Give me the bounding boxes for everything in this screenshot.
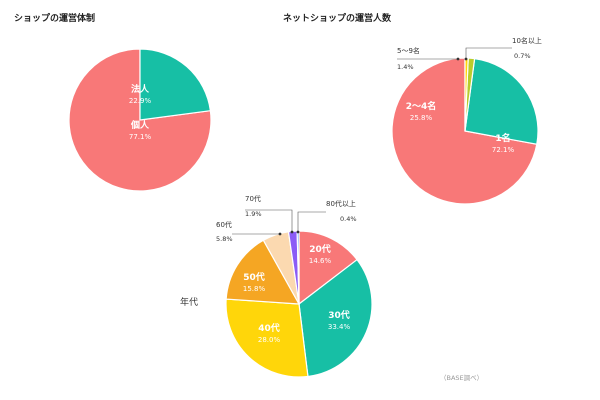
slice-label: 5〜9名 [397, 46, 420, 55]
slice-label: 個人 [130, 119, 150, 131]
slice-label: 1名 [495, 132, 510, 144]
slice-value-label: 15.8% [243, 285, 266, 293]
slice-value-label: 5.8% [216, 235, 233, 243]
pie-slice [298, 230, 358, 306]
leader-dot [464, 57, 468, 61]
slice-label: 40代 [258, 322, 280, 334]
slice-value-label: 25.8% [410, 114, 433, 122]
pie-slice [464, 57, 539, 145]
slice-value-label: 0.4% [340, 215, 357, 223]
slice-value-label: 22.9% [129, 97, 152, 105]
slice-label: 20代 [309, 243, 331, 255]
slice-label: 2〜4名 [406, 100, 437, 112]
slice-label: 10名以上 [512, 36, 542, 45]
slice-label: 60代 [216, 220, 232, 229]
chart-title-staff: ネットショップの運営人数 [283, 14, 392, 24]
slice-value-label: 0.7% [514, 52, 531, 60]
slice-value-label: 1.4% [397, 63, 414, 71]
pie-slice [298, 258, 373, 378]
source-note: （BASE調べ） [440, 374, 484, 382]
slice-value-label: 14.6% [309, 257, 332, 265]
leader-line [465, 47, 512, 59]
chart-title-operation: ショップの運営体制 [14, 14, 96, 24]
pie-slice [139, 48, 212, 121]
slice-value-label: 1.9% [245, 210, 262, 218]
slice-label: 70代 [245, 194, 261, 203]
leader-dot [290, 230, 294, 234]
leader-dot [296, 230, 300, 234]
slice-value-label: 33.4% [328, 323, 351, 331]
chart-title-age: 年代 [180, 298, 199, 308]
slice-label: 80代以上 [326, 199, 356, 208]
slice-label: 50代 [243, 271, 265, 283]
leader-line [297, 211, 326, 232]
slice-label: 30代 [328, 309, 350, 321]
leader-line [245, 209, 293, 232]
leader-dot [278, 232, 282, 236]
slice-value-label: 77.1% [129, 133, 152, 141]
leader-dot [456, 57, 460, 61]
slice-value-label: 28.0% [258, 336, 281, 344]
slice-label: 法人 [131, 83, 150, 95]
slice-value-label: 72.1% [492, 146, 515, 154]
pie-slice [225, 239, 301, 305]
pie-slice [225, 298, 309, 378]
